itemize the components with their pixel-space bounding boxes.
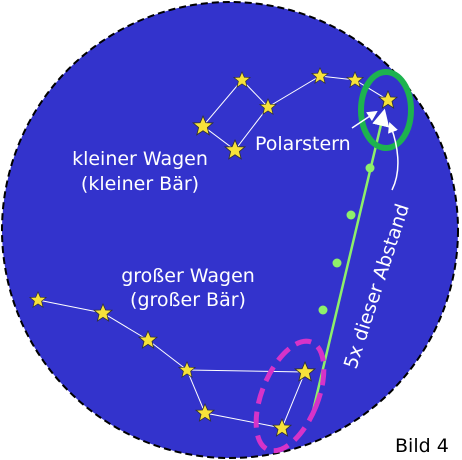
figure-label: Bild 4 xyxy=(395,435,449,457)
label: Polarstern xyxy=(255,133,351,155)
page: {"labels": {"little_dipper": "kleiner Wa… xyxy=(0,0,462,460)
label: großer Wagen xyxy=(121,265,255,287)
label: kleiner Wagen xyxy=(72,148,208,170)
label: (kleiner Bär) xyxy=(81,173,199,195)
label: (großer Bär) xyxy=(130,289,246,311)
sky-diagram: kleiner Wagen (kleiner Bär) großer Wagen… xyxy=(0,0,462,460)
